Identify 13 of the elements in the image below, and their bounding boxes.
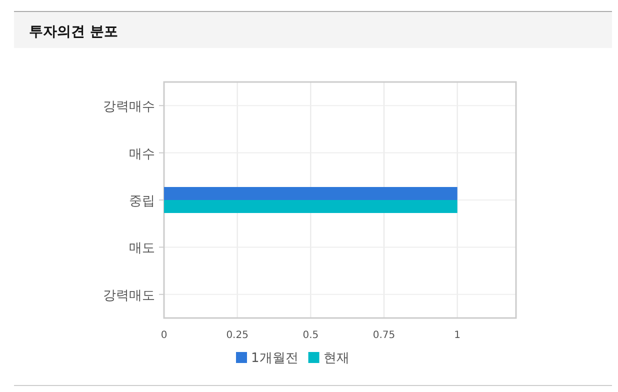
legend-label: 현재 [323,351,350,366]
y-tick: 강력매도 [103,288,155,304]
y-tick: 강력매수 [103,100,155,115]
x-tick: 1 [454,330,461,341]
y-tick: 매도 [129,241,155,256]
legend-label: 1개월전 [251,351,298,366]
x-tick: 0.25 [226,330,248,341]
x-tick: 0.75 [372,330,396,341]
y-tick: 매수 [129,146,155,162]
x-tick: 0.5 [302,330,319,341]
x-tick: 0 [160,330,168,341]
title: 투자의견 분포 [29,24,118,40]
y-tick: 중립 [129,194,155,209]
